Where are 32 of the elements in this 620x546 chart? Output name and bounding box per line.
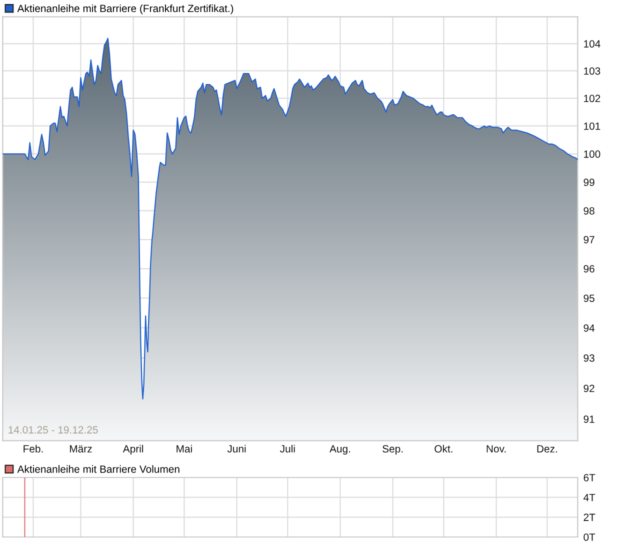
y-tick-label: 6T <box>584 474 596 482</box>
x-tick-label: Mai <box>176 444 192 453</box>
x-tick-label: Okt. <box>434 444 452 453</box>
y-tick-label: 101 <box>584 122 600 130</box>
annotation: 14.01.25 - 19.12.25 <box>8 426 98 434</box>
x-tick-label: Juni <box>227 444 246 453</box>
x-tick-label: März <box>70 445 92 453</box>
x-tick-label: Feb. <box>24 444 43 453</box>
y-tick-label: 99 <box>584 178 594 186</box>
y-tick-label: 96 <box>584 265 594 273</box>
x-tick-label: Dez. <box>537 445 557 453</box>
legend-label: Aktienanleihe mit Barriere Volumen <box>17 465 180 473</box>
x-tick-label: April <box>122 444 144 455</box>
y-tick-label: 95 <box>584 294 594 302</box>
y-tick-label: 104 <box>584 40 600 48</box>
y-tick-label: 100 <box>584 150 600 158</box>
y-tick-label: 0T <box>584 534 596 541</box>
x-tick-label: Sep. <box>382 445 403 455</box>
y-tick-label: 92 <box>584 384 594 392</box>
legend-label: Aktienanleihe mit Barriere (Frankfurt Zertifikat.) <box>17 4 234 14</box>
y-tick-label: 91 <box>584 415 594 423</box>
y-tick-label: 103 <box>584 67 600 75</box>
y-tick-label: 93 <box>584 354 594 362</box>
y-tick-label: 102 <box>584 94 600 102</box>
y-tick-label: 97 <box>584 236 594 244</box>
x-tick-label: Nov. <box>486 445 506 453</box>
y-tick-label: 98 <box>584 207 594 215</box>
x-tick-label: Juli <box>280 444 295 453</box>
y-tick-label: 94 <box>584 324 595 332</box>
y-tick-label: 2T <box>584 514 596 521</box>
x-tick-label: Aug. <box>330 445 350 455</box>
y-tick-label: 4T <box>583 494 596 502</box>
